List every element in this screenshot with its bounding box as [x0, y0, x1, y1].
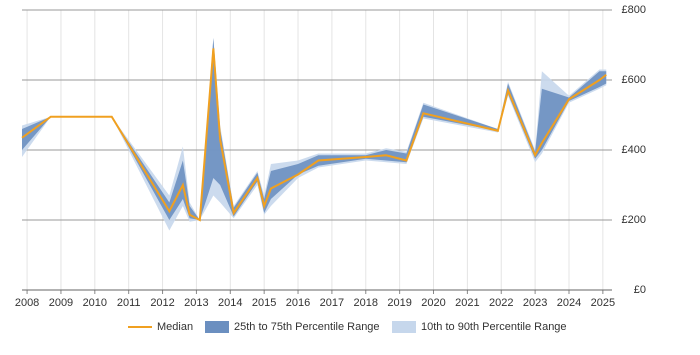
x-tick-label: 2023: [523, 297, 547, 309]
x-tick-label: 2021: [455, 297, 479, 309]
x-tick-label: 2008: [15, 297, 39, 309]
y-tick-label: £600: [622, 74, 646, 86]
x-tick-label: 2009: [49, 297, 73, 309]
x-tick-label: 2017: [320, 297, 344, 309]
legend-swatch: [392, 321, 416, 333]
x-tick-label: 2014: [218, 297, 242, 309]
x-tick-label: 2013: [184, 297, 208, 309]
x-tick-label: 2025: [591, 297, 615, 309]
y-tick-label: £400: [622, 144, 646, 156]
percentile-band: [22, 38, 607, 220]
median-line: [21, 48, 607, 222]
x-tick-label: 2019: [387, 297, 411, 309]
legend-label: Median: [157, 321, 193, 333]
y-tick-label: £200: [622, 214, 646, 226]
legend-label: 10th to 90th Percentile Range: [421, 321, 567, 333]
x-tick-label: 2022: [489, 297, 513, 309]
percentile-band: [22, 38, 607, 231]
legend-swatch: [205, 321, 229, 333]
x-tick-label: 2024: [557, 297, 581, 309]
legend-label: 25th to 75th Percentile Range: [234, 321, 380, 333]
x-tick-label: 2010: [83, 297, 107, 309]
x-tick-label: 2011: [117, 297, 141, 309]
x-tick-label: 2016: [286, 297, 310, 309]
y-tick-label: £0: [634, 284, 646, 296]
x-tick-label: 2012: [150, 297, 174, 309]
y-tick-label: £800: [622, 4, 646, 16]
x-tick-label: 2018: [354, 297, 378, 309]
x-tick-label: 2015: [252, 297, 276, 309]
x-tick-label: 2020: [421, 297, 445, 309]
